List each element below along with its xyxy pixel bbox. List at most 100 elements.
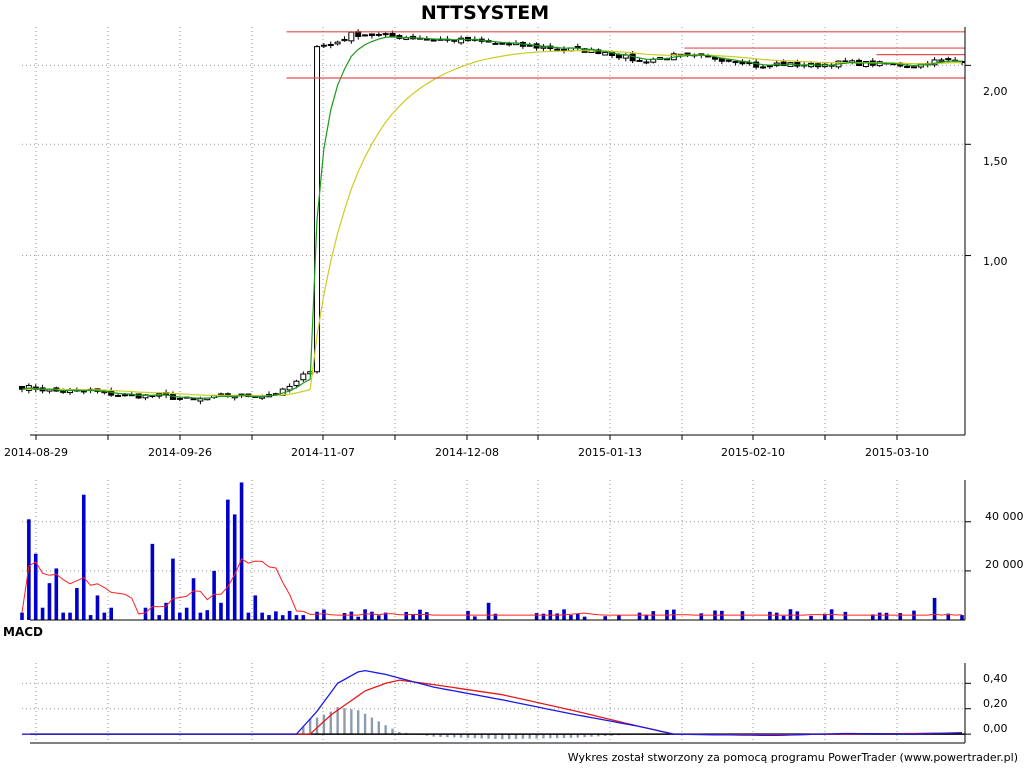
candle [732, 61, 739, 64]
macd-histogram-bar [453, 734, 456, 738]
volume-bar [541, 613, 546, 620]
volume-bar [569, 615, 573, 620]
volume-bar [260, 612, 264, 620]
macd-tick-label: 0,00 [983, 722, 1008, 735]
macd-histogram-bar [542, 734, 545, 739]
candle [375, 33, 382, 36]
volume-bar [582, 616, 587, 620]
volume-bar [102, 612, 107, 620]
date-tick-label: 2014-08-29 [4, 446, 68, 459]
candle [862, 60, 869, 68]
candle [176, 397, 183, 400]
date-tick-label: 2014-12-08 [435, 446, 499, 459]
candle [595, 49, 602, 55]
macd-histogram-bar [363, 713, 367, 735]
volume-bar [774, 612, 779, 620]
volume-tick-label: 40 000 [985, 510, 1024, 523]
macd-histogram-bar [528, 734, 531, 739]
volume-bar [898, 613, 903, 620]
volume-bar [555, 613, 559, 620]
candle [389, 32, 396, 37]
volume-bar [617, 615, 621, 620]
volume-average-line [21, 558, 963, 616]
candle [636, 59, 643, 62]
candle [19, 385, 25, 390]
macd-histogram-bar [446, 734, 449, 738]
volume-bar [871, 614, 875, 620]
volume-bar [575, 613, 580, 620]
volume-bar [40, 607, 45, 620]
volume-bar [637, 612, 642, 620]
macd-histogram-bar [562, 734, 566, 739]
candle [334, 41, 341, 45]
candle [684, 52, 691, 56]
candle [430, 39, 437, 42]
volume-tick-labels: 40 000 20 000 [985, 510, 1024, 571]
volume-bar [932, 597, 937, 620]
candle [60, 390, 67, 393]
ma-fast-line [21, 36, 963, 399]
macd-histogram-bar [604, 734, 607, 737]
volume-bar [267, 615, 271, 620]
volume-bar [322, 609, 326, 620]
ma-slow-line [21, 49, 962, 397]
price-tick-label: 2,00 [983, 85, 1008, 98]
candle [341, 38, 348, 42]
chart-title: NTTSYSTEM [421, 2, 549, 24]
macd-tick-label: 0,40 [983, 672, 1008, 685]
volume-bar [150, 543, 155, 620]
candle [327, 43, 334, 46]
candle [190, 398, 197, 401]
candle [121, 394, 128, 397]
macd-histogram-bar [583, 734, 586, 738]
volume-bar [205, 610, 210, 620]
volume-bar [33, 553, 38, 620]
candle [300, 373, 307, 381]
volume-bar [795, 611, 800, 620]
volume-bar [212, 570, 216, 620]
volume-bar [809, 615, 813, 620]
volume-bar [486, 602, 491, 620]
candle [753, 61, 760, 68]
candle [760, 66, 767, 69]
price-panel [19, 29, 965, 405]
date-tick-label: 2014-09-26 [148, 446, 212, 459]
volume-bar [376, 615, 381, 620]
candle [458, 37, 465, 44]
volume-bar [157, 615, 162, 620]
candle [780, 61, 787, 67]
candle [197, 398, 204, 402]
volume-bar [143, 607, 148, 620]
date-tick-label: 2015-02-10 [721, 446, 785, 459]
volume-bar [473, 616, 477, 620]
volume-bar [61, 612, 65, 620]
macd-histogram-bar [322, 714, 326, 735]
candle [286, 385, 293, 391]
macd-histogram-bar [308, 718, 312, 735]
candle [540, 46, 547, 49]
volume-bar [699, 613, 704, 620]
candle [554, 48, 561, 51]
volume-bar [68, 612, 72, 620]
macd-histogram-bar [494, 734, 497, 739]
macd-histogram-bar [521, 734, 525, 739]
macd-histogram-bar [507, 734, 511, 740]
macd-histogram-bar [391, 728, 394, 735]
volume-bar [239, 482, 244, 620]
volume-bar [534, 613, 539, 620]
volume-bar [184, 607, 189, 620]
macd-histogram-bar [514, 734, 518, 739]
volume-bar [383, 612, 388, 620]
candle [115, 394, 122, 397]
candle [314, 46, 321, 373]
macd-histogram-bar [590, 734, 593, 737]
volume-bar [603, 616, 608, 620]
candle [382, 33, 389, 36]
macd-histogram-bar [466, 734, 470, 738]
macd-histogram-bar [555, 734, 559, 739]
volume-bar [274, 611, 278, 620]
volume-bar [253, 595, 258, 620]
macd-histogram-bar [343, 708, 346, 735]
